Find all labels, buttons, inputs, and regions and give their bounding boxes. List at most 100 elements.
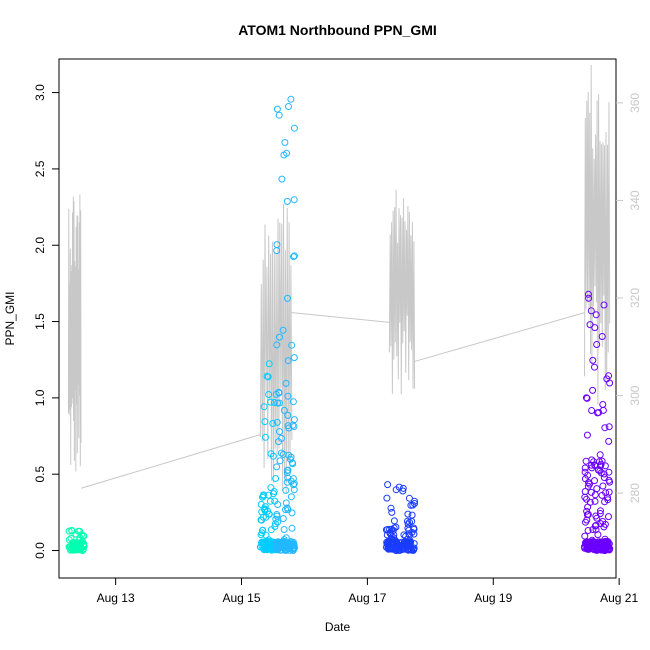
data-point bbox=[584, 482, 592, 490]
data-point bbox=[383, 494, 391, 502]
data-point bbox=[582, 518, 589, 526]
data-point bbox=[409, 501, 417, 509]
data-point bbox=[583, 538, 591, 546]
data-point bbox=[589, 356, 597, 364]
x-axis-label: Date bbox=[325, 620, 351, 634]
data-point bbox=[284, 357, 292, 365]
x-tick-label: Aug 17 bbox=[348, 591, 386, 605]
data-point bbox=[290, 252, 298, 260]
data-point bbox=[581, 544, 589, 552]
data-point bbox=[600, 301, 608, 309]
data-point bbox=[290, 196, 298, 204]
data-point bbox=[601, 462, 609, 470]
data-point bbox=[272, 543, 280, 551]
data-point bbox=[261, 506, 269, 514]
data-point bbox=[401, 539, 409, 547]
data-point bbox=[599, 406, 607, 414]
data-point bbox=[584, 503, 592, 511]
data-point bbox=[271, 520, 279, 528]
data-point bbox=[584, 290, 592, 298]
data-point bbox=[284, 294, 291, 302]
data-point bbox=[592, 311, 600, 319]
data-point bbox=[273, 247, 281, 255]
y-axis: 0.0 0.5 1.0 1.5 2.0 2.5 3.0 bbox=[33, 84, 59, 559]
data-point bbox=[589, 542, 597, 550]
data-point bbox=[272, 475, 280, 482]
data-point bbox=[596, 467, 604, 475]
data-point bbox=[290, 540, 298, 548]
data-point bbox=[284, 422, 292, 430]
x-tick-label: Aug 19 bbox=[474, 591, 512, 605]
y-tick-label: 3.0 bbox=[33, 84, 47, 101]
y-tick-label: 1.5 bbox=[33, 313, 47, 330]
data-point bbox=[65, 536, 73, 544]
data-point bbox=[286, 540, 294, 547]
data-point bbox=[382, 543, 390, 551]
data-point bbox=[278, 434, 285, 442]
data-point bbox=[585, 479, 592, 486]
right-y-tick-label: 320 bbox=[628, 288, 642, 308]
data-point bbox=[411, 497, 418, 505]
data-point bbox=[279, 515, 287, 523]
data-point bbox=[280, 526, 288, 533]
data-point bbox=[267, 526, 275, 534]
right-y-tick-label: 340 bbox=[628, 190, 642, 210]
data-point bbox=[588, 461, 595, 469]
data-point bbox=[74, 527, 82, 535]
data-point bbox=[279, 450, 287, 458]
data-point bbox=[581, 532, 589, 540]
data-point bbox=[585, 294, 593, 302]
right-y-tick-label: 280 bbox=[628, 483, 642, 503]
data-point bbox=[588, 407, 596, 414]
data-point bbox=[405, 540, 413, 548]
data-point bbox=[409, 546, 417, 554]
data-point bbox=[274, 501, 282, 508]
data-point bbox=[274, 399, 282, 407]
data-point bbox=[591, 497, 599, 505]
data-point bbox=[276, 333, 283, 341]
data-point bbox=[395, 539, 403, 547]
data-point bbox=[259, 492, 267, 500]
data-point bbox=[399, 487, 407, 495]
data-point bbox=[599, 401, 607, 408]
data-point bbox=[589, 386, 597, 394]
data-point bbox=[591, 491, 599, 499]
data-point bbox=[583, 495, 590, 503]
data-point bbox=[283, 197, 291, 205]
data-point bbox=[273, 463, 281, 471]
data-point bbox=[583, 539, 591, 546]
data-point bbox=[581, 488, 589, 495]
data-point bbox=[597, 507, 604, 515]
data-point bbox=[284, 466, 292, 474]
data-point bbox=[290, 416, 298, 424]
data-point bbox=[599, 482, 607, 490]
data-point bbox=[260, 403, 268, 411]
data-point bbox=[275, 111, 283, 119]
data-point bbox=[605, 437, 613, 445]
data-point bbox=[584, 471, 592, 479]
data-point bbox=[70, 546, 78, 554]
data-point bbox=[285, 541, 293, 549]
data-point bbox=[600, 474, 608, 482]
data-point bbox=[289, 541, 297, 549]
chart-title: ATOM1 Northbound PPN_GMI bbox=[238, 22, 437, 38]
data-point bbox=[288, 341, 296, 349]
data-point bbox=[605, 513, 612, 521]
x-tick-label: Aug 13 bbox=[97, 591, 135, 605]
data-point bbox=[262, 433, 269, 441]
data-point bbox=[583, 431, 591, 439]
data-point bbox=[269, 420, 277, 427]
data-point bbox=[604, 496, 612, 504]
data-point bbox=[290, 480, 298, 488]
data-point bbox=[598, 545, 606, 553]
data-point bbox=[283, 478, 291, 486]
data-point bbox=[282, 486, 290, 494]
data-point bbox=[282, 499, 290, 507]
data-point bbox=[594, 409, 601, 417]
y-tick-label: 2.0 bbox=[33, 237, 47, 254]
data-point bbox=[592, 526, 600, 534]
data-point bbox=[593, 485, 601, 493]
data-point bbox=[604, 540, 612, 548]
data-point bbox=[259, 513, 267, 521]
